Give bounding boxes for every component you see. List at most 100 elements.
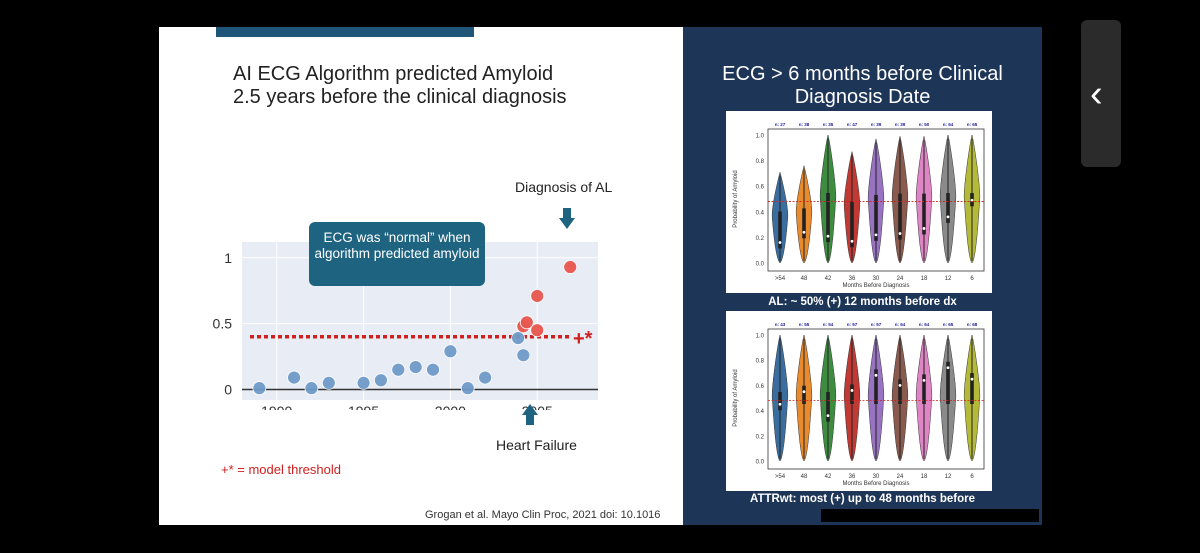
data-point	[443, 344, 458, 359]
x-tick-label: 24	[897, 474, 904, 480]
violin-iqr	[778, 211, 782, 249]
violin-median	[922, 378, 926, 382]
violin-count-label: n: 50	[919, 122, 930, 127]
data-point	[304, 381, 319, 396]
y-tick-label: 0.8	[756, 359, 765, 365]
violin-count-label: n: 68	[967, 322, 978, 327]
data-point	[511, 331, 526, 346]
x-tick-label: 36	[849, 276, 856, 282]
violin-count-label: n: 39	[895, 122, 906, 127]
plot-frame	[767, 328, 985, 470]
x-tick-label: 1990	[261, 403, 292, 410]
violin-iqr	[826, 193, 830, 243]
violin-iqr	[874, 194, 878, 241]
attr-violin-chart: 0.0 0.2 0.4 0.6 0.8 1.0 Probability of Amyloid…	[733, 322, 985, 487]
data-point	[519, 315, 534, 330]
x-tick-label: >54	[775, 276, 786, 282]
x-tick-label: 42	[825, 276, 832, 282]
x-tick-label: 24	[897, 276, 904, 282]
arrow-down-icon	[559, 208, 575, 229]
violin-count-label: n: 39	[871, 122, 882, 127]
violin-count-label: n: 65	[943, 322, 954, 327]
violin-median	[898, 384, 902, 387]
violin-count-label: n: 64	[943, 122, 954, 127]
violin-median	[946, 215, 950, 219]
data-point	[287, 370, 301, 385]
threshold-marker: +*	[573, 328, 593, 350]
violin-iqr	[898, 193, 902, 240]
x-tick-label: 12	[945, 474, 952, 480]
left-slide-title: AI ECG Algorithm predicted Amyloid 2.5 y…	[233, 63, 567, 108]
x-tick-label: 48	[801, 474, 808, 480]
y-axis-label: Probability of Amyloid	[733, 369, 739, 426]
violin-median	[874, 373, 878, 377]
chevron-left-icon[interactable]: ‹	[1090, 73, 1103, 115]
violin-count-label: n: 57	[847, 322, 858, 327]
attr-caption: ATTRwt: most (+) up to 48 months before	[750, 493, 975, 505]
al-violin-panel: 0.0 0.2 0.4 0.6 0.8 1.0 Probability of Amyloid…	[726, 111, 992, 293]
callout-box: ECG was “normal” when algorithm predicte…	[309, 222, 485, 286]
violin-count-label: n: 64	[895, 322, 906, 327]
x-tick-label: 30	[873, 474, 880, 480]
data-point	[563, 260, 578, 274]
x-tick-label: 6	[970, 276, 974, 282]
violin-median	[970, 377, 974, 381]
diagnosis-annotation: Diagnosis of AL	[515, 179, 613, 195]
arrow-up-icon	[522, 404, 538, 425]
data-point	[478, 370, 493, 385]
x-tick-label: 2000	[435, 403, 466, 410]
x-axis-label: Months Before Diagnosis	[842, 283, 909, 289]
data-point	[391, 362, 406, 377]
violin-median	[898, 232, 902, 235]
x-tick-label: 2005	[522, 403, 553, 410]
x-tick-label: 18	[921, 276, 928, 282]
y-tick-label: 0.6	[756, 185, 765, 191]
y-tick-label: 1.0	[756, 334, 765, 340]
violin-median	[970, 198, 974, 202]
redaction-bar	[821, 509, 1039, 522]
violin-iqr	[778, 392, 782, 411]
violin-median	[946, 366, 950, 370]
x-tick-label: 42	[825, 474, 832, 480]
timeline-scatter-chart: 1990 1995 2000 2005 0 0.5 1 +*	[213, 242, 598, 410]
x-tick-label: 30	[873, 276, 880, 282]
violin-median	[802, 390, 806, 394]
y-tick-label: 0.0	[756, 460, 765, 466]
header-accent-bar	[216, 27, 474, 37]
right-slide-title: ECG > 6 months before Clinical Diagnosis…	[722, 63, 1003, 108]
violin-iqr	[970, 373, 974, 404]
violin-iqr	[922, 374, 926, 404]
violin-iqr	[802, 385, 806, 404]
y-axis-label: Probability of Amyloid	[733, 170, 739, 227]
violin-count-label: n: 64	[919, 322, 930, 327]
al-caption: AL: ~ 50% (+) 12 months before dx	[768, 296, 957, 308]
y-tick-label: 0	[224, 381, 232, 397]
citation: Grogan et al. Mayo Clin Proc, 2021 doi: …	[425, 509, 661, 521]
side-panel-toggle[interactable]: ‹	[1081, 20, 1121, 167]
data-point	[374, 373, 388, 388]
violin-median	[874, 233, 878, 237]
violin-median	[778, 241, 782, 244]
violin-count-label: n: 65	[967, 122, 978, 127]
threshold-legend: +* = model threshold	[221, 462, 341, 477]
x-tick-label: 6	[970, 474, 974, 480]
y-tick-label: 0.0	[756, 262, 765, 268]
data-point	[460, 381, 475, 396]
data-point	[516, 348, 531, 363]
violin-count-label: n: 57	[871, 322, 882, 327]
violin-count-label: n: 43	[775, 322, 786, 327]
data-point	[408, 360, 423, 374]
data-point	[321, 375, 336, 390]
violin-median	[850, 389, 854, 392]
y-tick-label: 1.0	[756, 134, 765, 140]
y-tick-label: 0.5	[213, 316, 233, 332]
violin-iqr	[922, 193, 926, 235]
x-tick-label: 36	[849, 474, 856, 480]
violin-count-label: n: 54	[823, 322, 834, 327]
violin-count-label: n: 55	[799, 322, 810, 327]
violin-iqr	[802, 208, 806, 239]
violin-iqr	[946, 193, 950, 223]
violin-iqr	[898, 379, 902, 404]
violin-count-label: n: 38	[799, 122, 810, 127]
x-tick-label: 18	[921, 474, 928, 480]
